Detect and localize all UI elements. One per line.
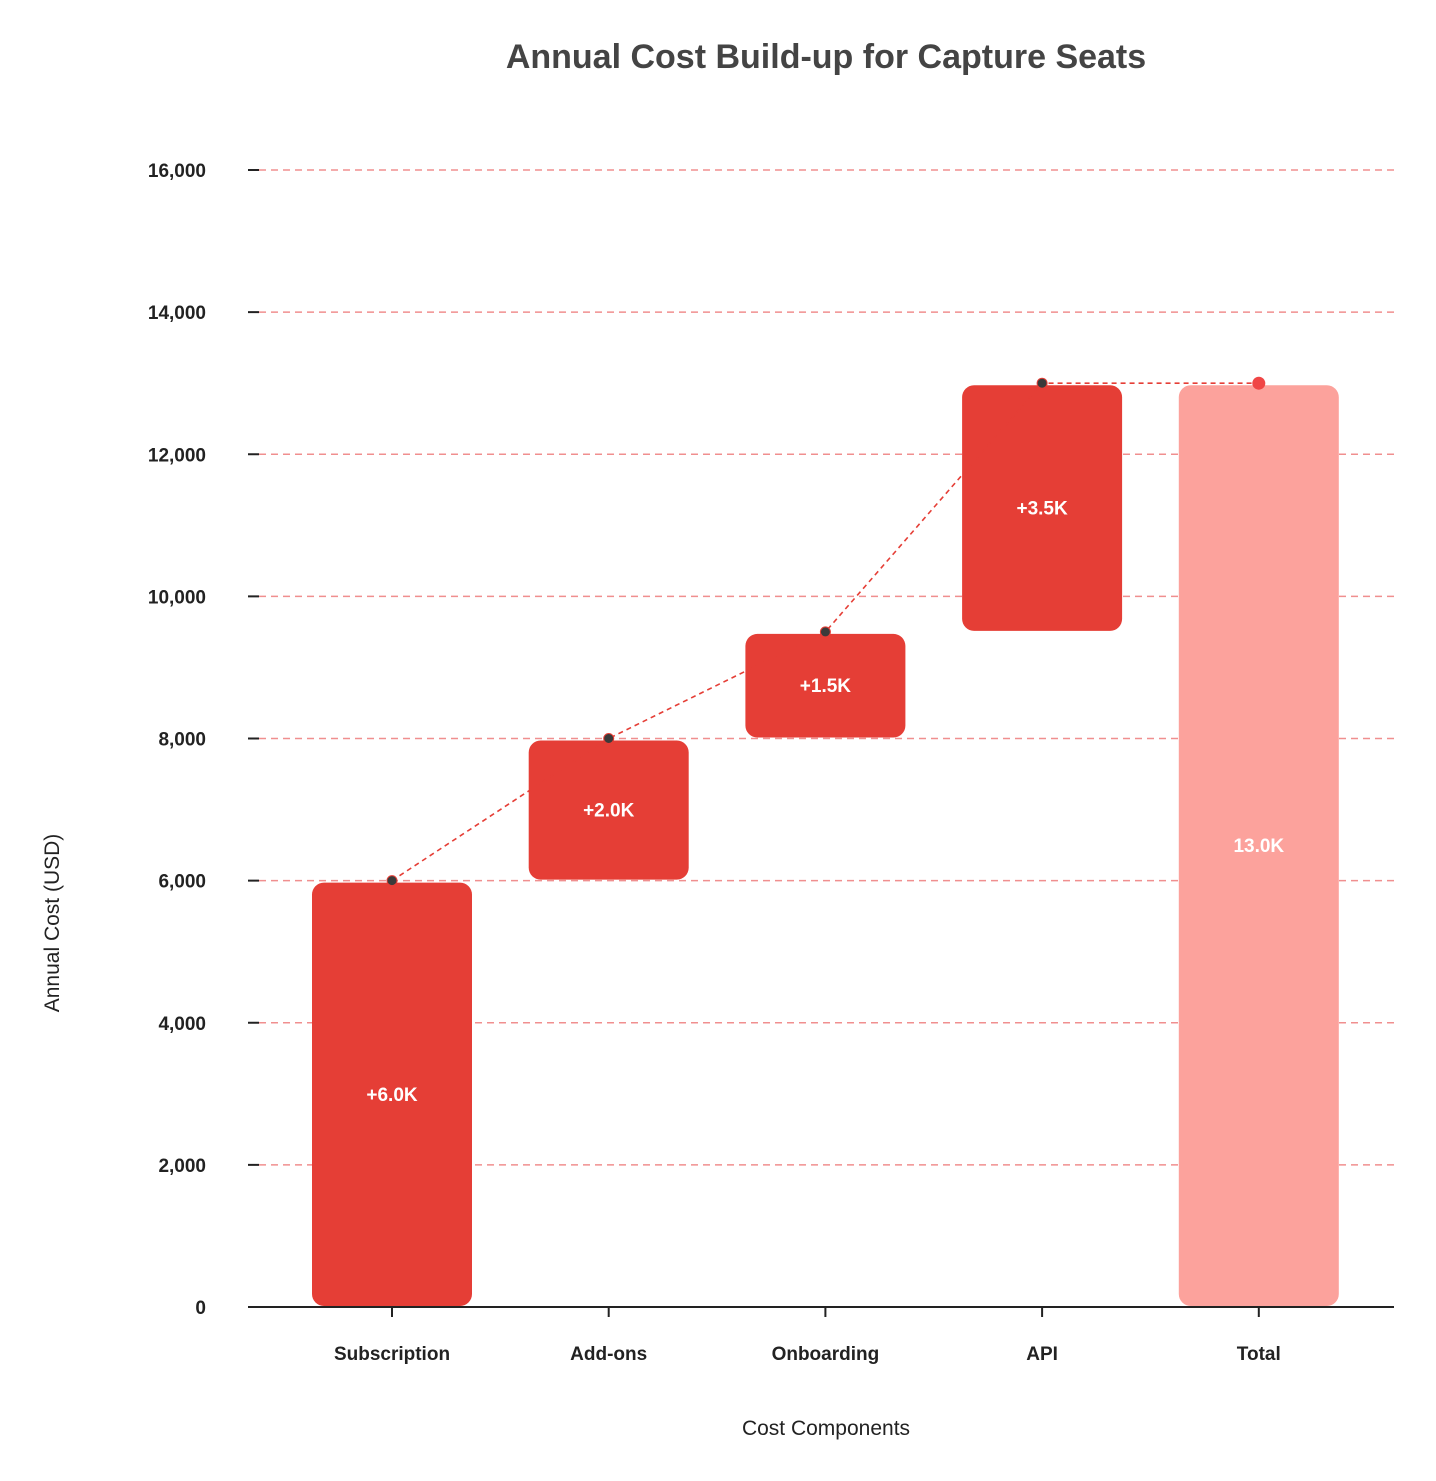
connector-marker: [1036, 377, 1048, 389]
y-axis-title: Annual Cost (USD): [41, 834, 64, 1013]
x-tick-label: Add-ons: [570, 1344, 647, 1365]
y-tick-label: 0: [195, 1298, 206, 1319]
x-tick-label: API: [1026, 1344, 1058, 1365]
y-tick-label: 14,000: [148, 303, 206, 324]
y-tick-label: 6,000: [158, 872, 206, 893]
y-tick-label: 10,000: [148, 587, 206, 608]
connector-marker: [1252, 376, 1266, 390]
connector-marker: [386, 875, 398, 887]
data-label: +6.0K: [366, 1085, 418, 1106]
chart-title: Annual Cost Build-up for Capture Seats: [506, 38, 1146, 76]
x-tick-label: Onboarding: [772, 1344, 880, 1365]
data-label: 13.0K: [1233, 836, 1284, 857]
connector-marker: [819, 626, 831, 638]
data-label: +3.5K: [1016, 499, 1068, 520]
gridlines: [259, 169, 1394, 1166]
connector-lines: [386, 376, 1266, 887]
bar-subscription: [312, 882, 472, 1306]
y-tick-label: 2,000: [158, 1156, 206, 1177]
bar-add-ons: [528, 740, 689, 880]
bar-labels: +6.0K +2.0K +1.5K +3.5K 13.0K: [366, 499, 1284, 1106]
y-axis: 0 2,000 4,000 6,000 8,000 10,000 12,000 14,000 1…: [148, 161, 259, 1319]
bars: [312, 385, 1339, 1306]
x-axis: Subscription Add-ons Onboarding API Total: [249, 1306, 1394, 1365]
x-axis-title: Cost Components: [742, 1417, 910, 1440]
data-label: +2.0K: [583, 801, 635, 822]
y-tick-label: 4,000: [158, 1014, 206, 1035]
x-tick-label: Subscription: [334, 1344, 450, 1365]
y-tick-label: 12,000: [148, 445, 206, 466]
data-label: +1.5K: [800, 676, 852, 697]
bar-api: [962, 385, 1123, 631]
y-tick-label: 8,000: [158, 730, 206, 751]
y-tick-label: 16,000: [148, 161, 206, 182]
connector-marker: [603, 733, 615, 744]
x-tick-label: Total: [1237, 1344, 1281, 1365]
bar-onboarding: [745, 633, 906, 738]
connector-line: [391, 382, 1259, 882]
bar-total: [1178, 385, 1339, 1306]
